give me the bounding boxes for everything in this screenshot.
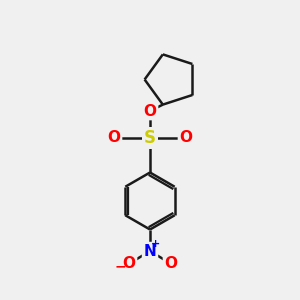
Text: +: + [151,238,160,249]
Text: O: O [179,130,193,146]
Text: S: S [144,129,156,147]
Text: O: O [122,256,136,271]
Text: −: − [115,260,126,274]
Text: O: O [107,130,121,146]
Text: N: N [144,244,156,259]
Text: O: O [164,256,178,271]
Text: O: O [143,103,157,118]
